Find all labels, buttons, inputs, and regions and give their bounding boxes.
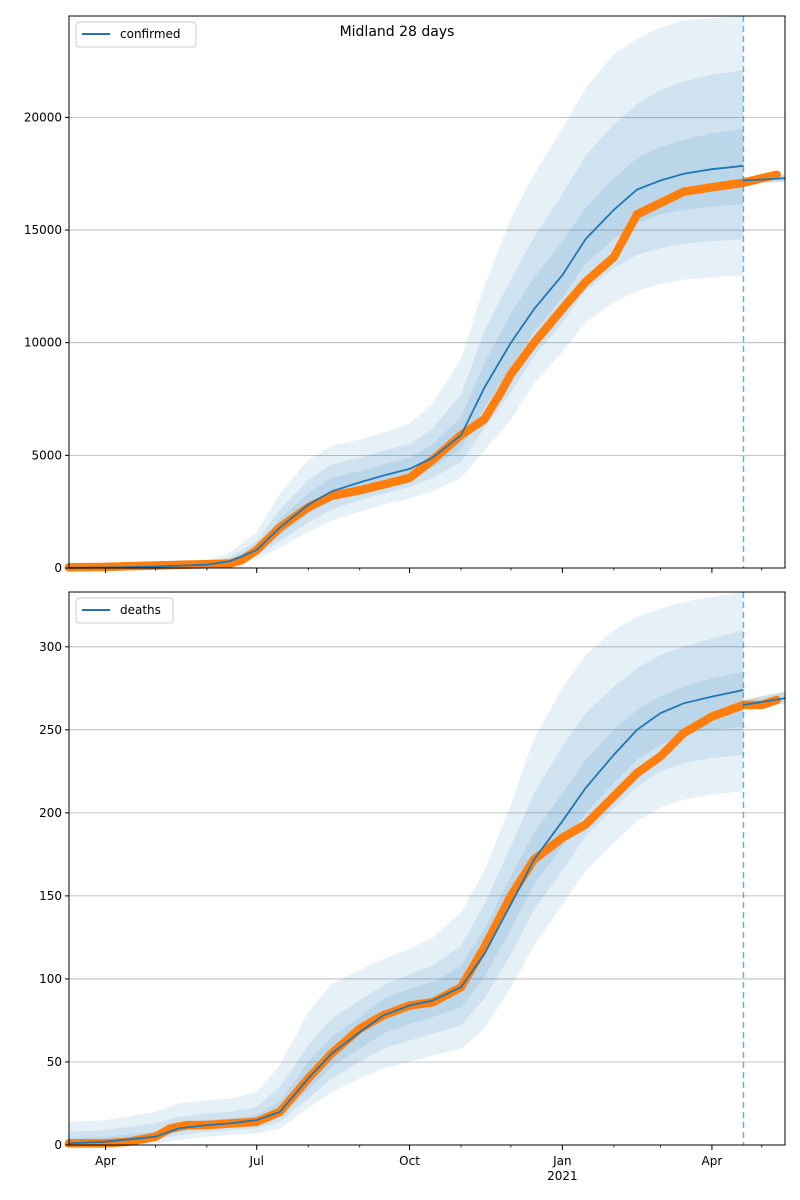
y-tick-label: 100 — [39, 972, 62, 986]
uncertainty-band-1 — [69, 592, 744, 1145]
x-tick-label: Jan — [552, 1154, 572, 1168]
deaths-model-line — [68, 689, 786, 1145]
confirmed-y-ticks: 0 5000 10000 15000 20000 — [24, 110, 69, 575]
x-tick-label: Apr — [95, 1154, 116, 1168]
legend-label-confirmed: confirmed — [120, 27, 181, 41]
confirmed-grid — [69, 116, 785, 456]
confirmed-legend[interactable]: confirmed — [75, 21, 197, 48]
deaths-plot-frame — [68, 591, 786, 1146]
confirmed-plot-frame — [68, 15, 786, 569]
uncertainty-band-2 — [69, 70, 744, 568]
x-tick-label: Oct — [399, 1154, 420, 1168]
y-tick-label: 5000 — [31, 448, 62, 462]
confirmed-x-ticks — [105, 568, 763, 573]
uncertainty-band-2 — [69, 630, 744, 1145]
y-tick-label: 20000 — [24, 110, 62, 124]
observed-point — [772, 170, 781, 180]
uncertainty-band-3 — [69, 128, 744, 568]
deaths-legend[interactable]: deaths — [75, 597, 174, 624]
legend-box — [75, 21, 197, 48]
y-tick-label: 250 — [39, 723, 62, 737]
y-tick-label: 50 — [47, 1055, 62, 1069]
model-median-line — [68, 689, 744, 1145]
confirmed-bands — [69, 16, 785, 568]
uncertainty-band-1 — [69, 16, 744, 568]
y-tick-label: 10000 — [24, 336, 62, 350]
model-median-line — [68, 164, 744, 569]
subplot-confirmed: 0 5000 10000 15000 20000 confirmed — [24, 15, 786, 575]
legend-box — [75, 597, 174, 624]
y-tick-label: 0 — [54, 561, 62, 575]
y-tick-label: 15000 — [24, 223, 62, 237]
forecast-median-line — [743, 177, 786, 182]
figure-title: Midland 28 days — [340, 24, 455, 40]
uncertainty-band-3 — [69, 671, 744, 1145]
x-tick-label: Jul — [248, 1154, 263, 1168]
deaths-y-ticks: 0 50 100 150 200 250 300 — [39, 640, 69, 1152]
legend-label-deaths: deaths — [120, 603, 161, 617]
confirmed-observed-points — [64, 170, 781, 572]
y-tick-label: 0 — [54, 1138, 62, 1152]
confirmed-model-line — [68, 164, 786, 569]
y-tick-label: 150 — [39, 889, 62, 903]
y-tick-label: 300 — [39, 640, 62, 654]
forecast-median-line — [743, 697, 786, 706]
x-tick-sublabel: 2021 — [547, 1169, 578, 1183]
x-tick-label: Apr — [702, 1154, 723, 1168]
deaths-grid — [69, 646, 785, 1063]
y-tick-label: 200 — [39, 806, 62, 820]
